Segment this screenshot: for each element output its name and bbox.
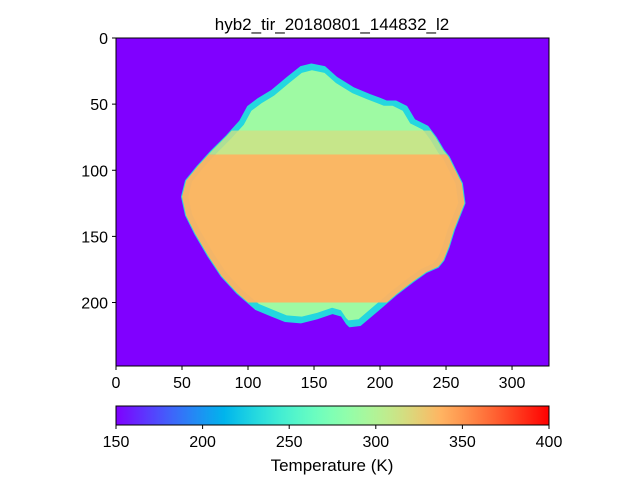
- y-axis: 0 50 100 150 200: [81, 31, 116, 313]
- y-tick-label: 100: [81, 163, 108, 180]
- colorbar-frame: [115, 405, 550, 426]
- asteroid-transition-band: [182, 130, 465, 155]
- y-tick-label: 0: [99, 31, 108, 48]
- colorbar-fill: [116, 406, 549, 425]
- x-tick-label: 50: [173, 375, 191, 392]
- colorbar-tick-label: 350: [449, 434, 476, 451]
- colorbar-tick-label: 250: [276, 434, 303, 451]
- asteroid-image: [181, 63, 466, 328]
- x-tick-label: 300: [499, 375, 526, 392]
- x-axis: 0 50 100 150 200 250 300: [112, 366, 526, 392]
- asteroid-interior: [182, 70, 465, 321]
- colorbar-tick-label: 200: [189, 434, 216, 451]
- asteroid-warm-core: [182, 154, 465, 303]
- colorbar: 150 200 250 300 350 400 Temperature (K): [103, 405, 563, 475]
- y-tick-label: 50: [90, 97, 108, 114]
- colorbar-tick-label: 400: [536, 434, 563, 451]
- chart-title: hyb2_tir_20180801_144832_l2: [215, 15, 449, 34]
- plot-frame: [115, 37, 550, 367]
- y-tick-label: 200: [81, 296, 108, 313]
- x-tick-label: 200: [367, 375, 394, 392]
- y-tick-label: 150: [81, 229, 108, 246]
- x-tick-label: 150: [301, 375, 328, 392]
- colorbar-tick-label: 300: [362, 434, 389, 451]
- x-tick-label: 100: [235, 375, 262, 392]
- heatmap-plot-area: [115, 37, 550, 367]
- colorbar-label: Temperature (K): [271, 456, 394, 475]
- x-tick-label: 0: [112, 375, 121, 392]
- colorbar-tick-label: 150: [103, 434, 130, 451]
- colorbar-ticks: 150 200 250 300 350 400: [103, 425, 563, 451]
- x-tick-label: 250: [433, 375, 460, 392]
